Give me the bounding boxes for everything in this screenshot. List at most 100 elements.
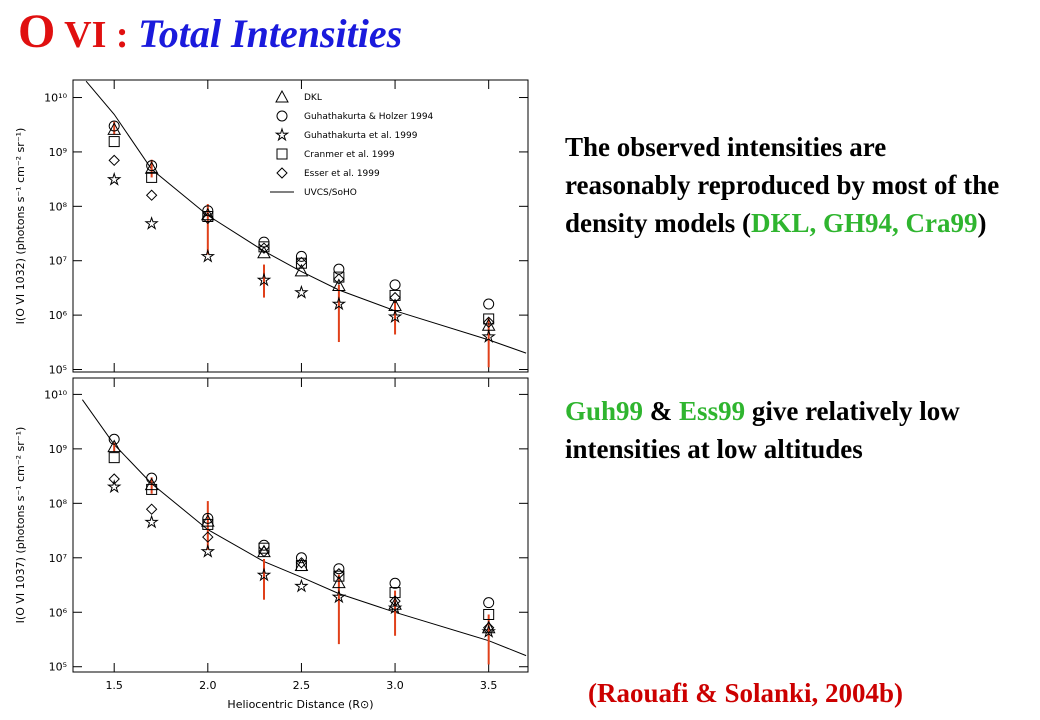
marker-circle — [483, 597, 495, 609]
marker-star — [256, 272, 272, 287]
y-tick-label: 10⁷ — [49, 255, 67, 268]
marker-square — [202, 210, 214, 222]
marker-circle — [295, 552, 307, 564]
marker-star — [294, 284, 309, 299]
marker-star — [256, 567, 272, 582]
plot-frame — [72, 79, 529, 373]
marker-square — [389, 289, 401, 301]
marker-star — [200, 248, 216, 263]
text-run: DKL, GH94, Cra99 — [751, 208, 978, 238]
citation: (Raouafi & Solanki, 2004b) — [588, 678, 904, 708]
y-tick-label: 10⁹ — [49, 146, 67, 159]
title-part: Total Intensities — [138, 11, 403, 56]
marker-diamond — [295, 256, 308, 269]
marker-diamond — [389, 291, 401, 304]
x-tick-label: 2.0 — [199, 679, 217, 692]
y-tick-label: 10⁷ — [49, 552, 67, 565]
marker-diamond — [202, 212, 214, 225]
marker-star — [144, 514, 159, 529]
marker-diamond — [108, 154, 120, 167]
marker-star — [106, 171, 122, 186]
marker-triangle — [107, 439, 122, 453]
marker-diamond — [145, 503, 158, 515]
marker-star — [294, 578, 309, 593]
marker-star — [200, 543, 216, 558]
marker-circle — [108, 433, 120, 445]
y-tick-label: 10⁵ — [49, 661, 67, 674]
marker-diamond — [389, 595, 401, 607]
marker-triangle — [332, 278, 346, 292]
y-tick-label: 10⁶ — [49, 606, 68, 619]
y-tick-label: 10¹⁰ — [44, 388, 67, 401]
legend-marker — [276, 167, 288, 179]
legend-label: Cranmer et al. 1999 — [304, 150, 395, 160]
marker-circle — [202, 205, 214, 217]
marker-star — [144, 216, 159, 230]
marker-circle — [389, 279, 401, 291]
marker-star — [331, 296, 347, 311]
model-curve — [85, 80, 527, 354]
marker-circle — [146, 160, 158, 172]
y-tick-label: 10⁸ — [49, 200, 68, 213]
legend-label: DKL — [304, 93, 322, 103]
x-tick-label: 3.0 — [386, 679, 404, 692]
marker-square — [389, 587, 401, 599]
marker-square — [483, 313, 495, 325]
x-tick-label: 3.5 — [480, 679, 498, 692]
y-tick-label: 10⁸ — [49, 497, 68, 510]
marker-star — [106, 479, 122, 494]
plot-frame — [72, 377, 529, 673]
legend-marker — [274, 127, 290, 142]
text-run: Guh99 — [565, 396, 644, 426]
marker-circle — [108, 120, 120, 132]
text-run: give relatively low intensities at low a… — [565, 396, 960, 464]
marker-square — [258, 542, 270, 554]
marker-circle — [202, 512, 214, 524]
marker-diamond — [482, 316, 495, 328]
paragraph: Guh99 & Ess99 give relatively low intens… — [565, 392, 1015, 468]
marker-circle — [389, 577, 401, 589]
legend-label: UVCS/SoHO — [304, 188, 357, 198]
y-tick-label: 10⁶ — [49, 309, 68, 322]
legend-label: Guhathakurta et al. 1999 — [304, 131, 418, 141]
marker-diamond — [482, 622, 495, 634]
marker-triangle — [332, 575, 346, 589]
marker-star — [387, 309, 403, 324]
y-tick-label: 10⁹ — [49, 443, 67, 456]
marker-diamond — [333, 273, 345, 285]
y-tick-label: 10⁵ — [49, 364, 67, 377]
marker-triangle — [144, 161, 159, 174]
marker-square — [146, 171, 158, 183]
marker-square — [108, 136, 120, 148]
text-run: Ess99 — [679, 396, 746, 426]
plot-area — [81, 399, 527, 665]
figure: 10⁵ 10⁶ 10⁷ 10⁸ 10⁹ 10¹⁰ I(O VI 1032) (photons… — [14, 79, 529, 711]
marker-square — [295, 257, 307, 269]
legend-marker — [276, 148, 288, 160]
marker-square — [108, 452, 120, 464]
marker-circle — [295, 250, 307, 262]
text-run: ) — [977, 208, 987, 238]
x-axis-label: Heliocentric Distance (R⊙) — [227, 698, 373, 711]
marker-circle — [483, 298, 495, 310]
marker-star — [481, 624, 496, 638]
marker-star — [387, 600, 403, 615]
marker-circle — [333, 563, 345, 575]
legend-label: Esser et al. 1999 — [304, 169, 380, 179]
marker-diamond — [295, 557, 308, 569]
y-axis-label: I(O VI 1037) (photons s⁻¹ cm⁻² sr⁻¹) — [14, 427, 27, 624]
title-part: O — [18, 5, 56, 58]
marker-diamond — [145, 189, 158, 201]
marker-star — [481, 329, 496, 343]
marker-square — [202, 518, 214, 530]
model-curve — [81, 399, 527, 657]
marker-square — [333, 271, 345, 283]
x-tick-label: 1.5 — [105, 679, 123, 692]
y-axis-label: I(O VI 1032) (photons s⁻¹ cm⁻² sr⁻¹) — [14, 128, 27, 325]
marker-diamond — [258, 545, 270, 558]
marker-square — [483, 608, 495, 620]
marker-diamond — [108, 473, 120, 485]
legend-marker — [275, 89, 289, 103]
marker-square — [295, 560, 307, 572]
